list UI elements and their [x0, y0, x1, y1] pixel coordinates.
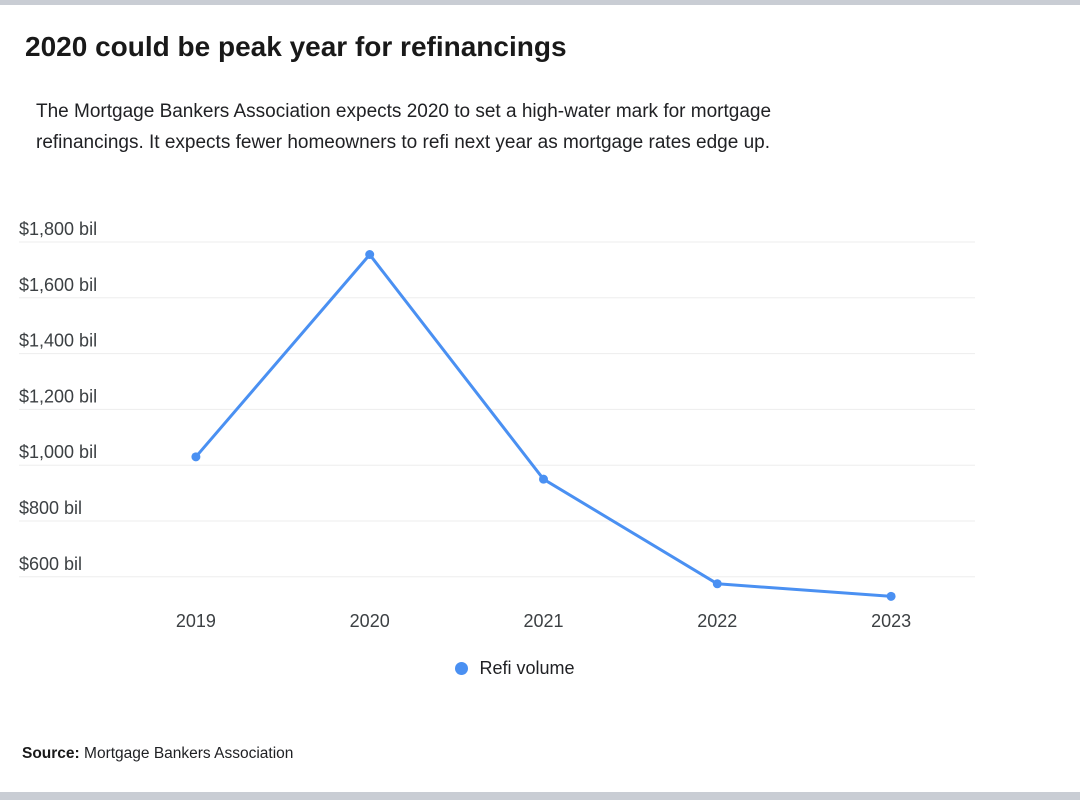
x-axis-tick-label: 2019: [176, 611, 216, 631]
data-point-2021: [539, 474, 548, 484]
page-subtitle: The Mortgage Bankers Association expects…: [36, 101, 772, 153]
legend-label: Refi volume: [479, 657, 575, 678]
top-frame-bar: [0, 0, 1080, 5]
x-axis-tick-label: 2022: [697, 611, 737, 631]
refi-volume-chart: $1,800 bil $1,600 bil $1,400 bil $1,200 bil…: [0, 195, 1080, 645]
source-text: Mortgage Bankers Association: [84, 745, 294, 762]
y-axis-tick-label: $600 bil: [19, 554, 82, 574]
source-label: Source:: [22, 745, 80, 762]
data-point-2023: [886, 591, 896, 601]
bottom-frame-bar: [0, 792, 1080, 800]
data-point-2022: [712, 579, 722, 589]
source-line: Source: Mortgage Bankers Association: [22, 745, 293, 763]
legend-marker-icon: [455, 661, 469, 675]
refi-volume-line: [194, 253, 893, 598]
x-axis-tick-label: 2021: [523, 611, 563, 631]
y-axis-tick-label: $1,600 bil: [19, 275, 97, 295]
data-point-2020: [365, 250, 375, 260]
page-title: 2020 could be peak year for refinancings: [25, 31, 567, 62]
chart-canvas: $1,800 bil $1,600 bil $1,400 bil $1,200 bil…: [19, 219, 975, 631]
y-axis-tick-label: $1,200 bil: [19, 386, 97, 406]
data-point-2019: [191, 452, 201, 462]
y-axis-tick-label: $1,800 bil: [19, 219, 97, 239]
chart-legend: Refi volume: [0, 657, 1030, 679]
y-axis-tick-label: $1,400 bil: [19, 331, 97, 351]
y-axis-tick-label: $800 bil: [19, 498, 82, 518]
x-axis-tick-label: 2023: [871, 611, 911, 631]
x-axis-tick-label: 2020: [350, 611, 390, 631]
y-axis-tick-label: $1,000 bil: [19, 442, 97, 462]
